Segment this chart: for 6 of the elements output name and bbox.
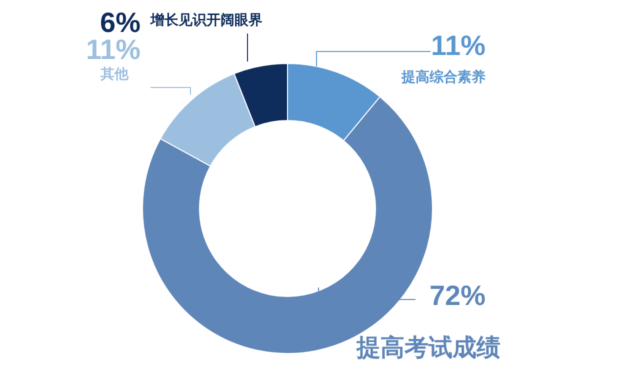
data-label: 72% (429, 280, 486, 311)
slice-label: 其他 (100, 66, 130, 82)
data-label: 11% (431, 30, 486, 61)
slice-label: 提高综合素养 (400, 68, 486, 86)
slice-label: 提高考试成绩 (356, 334, 500, 362)
slice-label: 增长见识开阔眼界 (150, 12, 262, 28)
